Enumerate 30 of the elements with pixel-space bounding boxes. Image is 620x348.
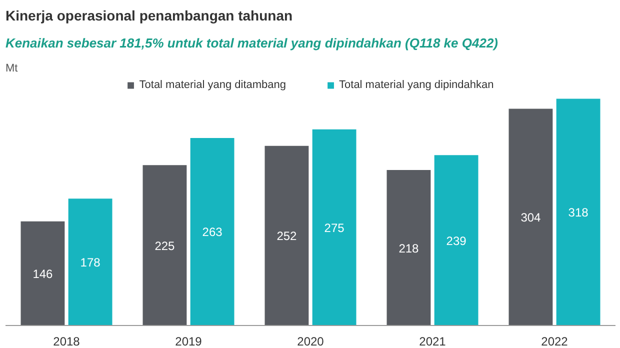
- data-label: 263: [202, 225, 223, 240]
- data-label: 252: [276, 229, 298, 244]
- bar: [264, 146, 309, 326]
- chart-subtitle: Kenaikan sebesar 181,5% untuk total material yang dipindahkan (Q118 ke Q422): [6, 36, 498, 50]
- y-axis-title: Mt: [6, 62, 18, 74]
- data-label: 218: [398, 241, 420, 256]
- x-tick-label: 2022: [541, 334, 568, 348]
- data-label: 178: [80, 256, 101, 270]
- data-label: 318: [568, 206, 589, 220]
- x-tick-label: 2020: [297, 334, 324, 348]
- data-label: 239: [446, 234, 467, 248]
- bar: [556, 98, 600, 326]
- data-label: 275: [324, 220, 345, 235]
- chart-title: Kinerja operasional penambangan tahunan: [6, 8, 293, 24]
- bar: [190, 138, 234, 326]
- legend-label: Total material yang ditambang: [139, 79, 286, 91]
- x-tick-label: 2021: [419, 334, 446, 348]
- bar: [434, 155, 478, 326]
- x-tick-label: 2019: [175, 334, 202, 348]
- bar: [20, 221, 65, 326]
- legend-label: Total material yang dipindahkan: [339, 79, 494, 91]
- bar: [142, 165, 187, 326]
- bar: [312, 129, 356, 326]
- x-tick-label: 2018: [53, 334, 80, 348]
- bar: [68, 198, 112, 326]
- data-label: 146: [32, 266, 54, 281]
- bar: [386, 170, 431, 326]
- data-label: 225: [154, 238, 176, 253]
- bar: [508, 108, 553, 326]
- data-label: 304: [520, 210, 542, 225]
